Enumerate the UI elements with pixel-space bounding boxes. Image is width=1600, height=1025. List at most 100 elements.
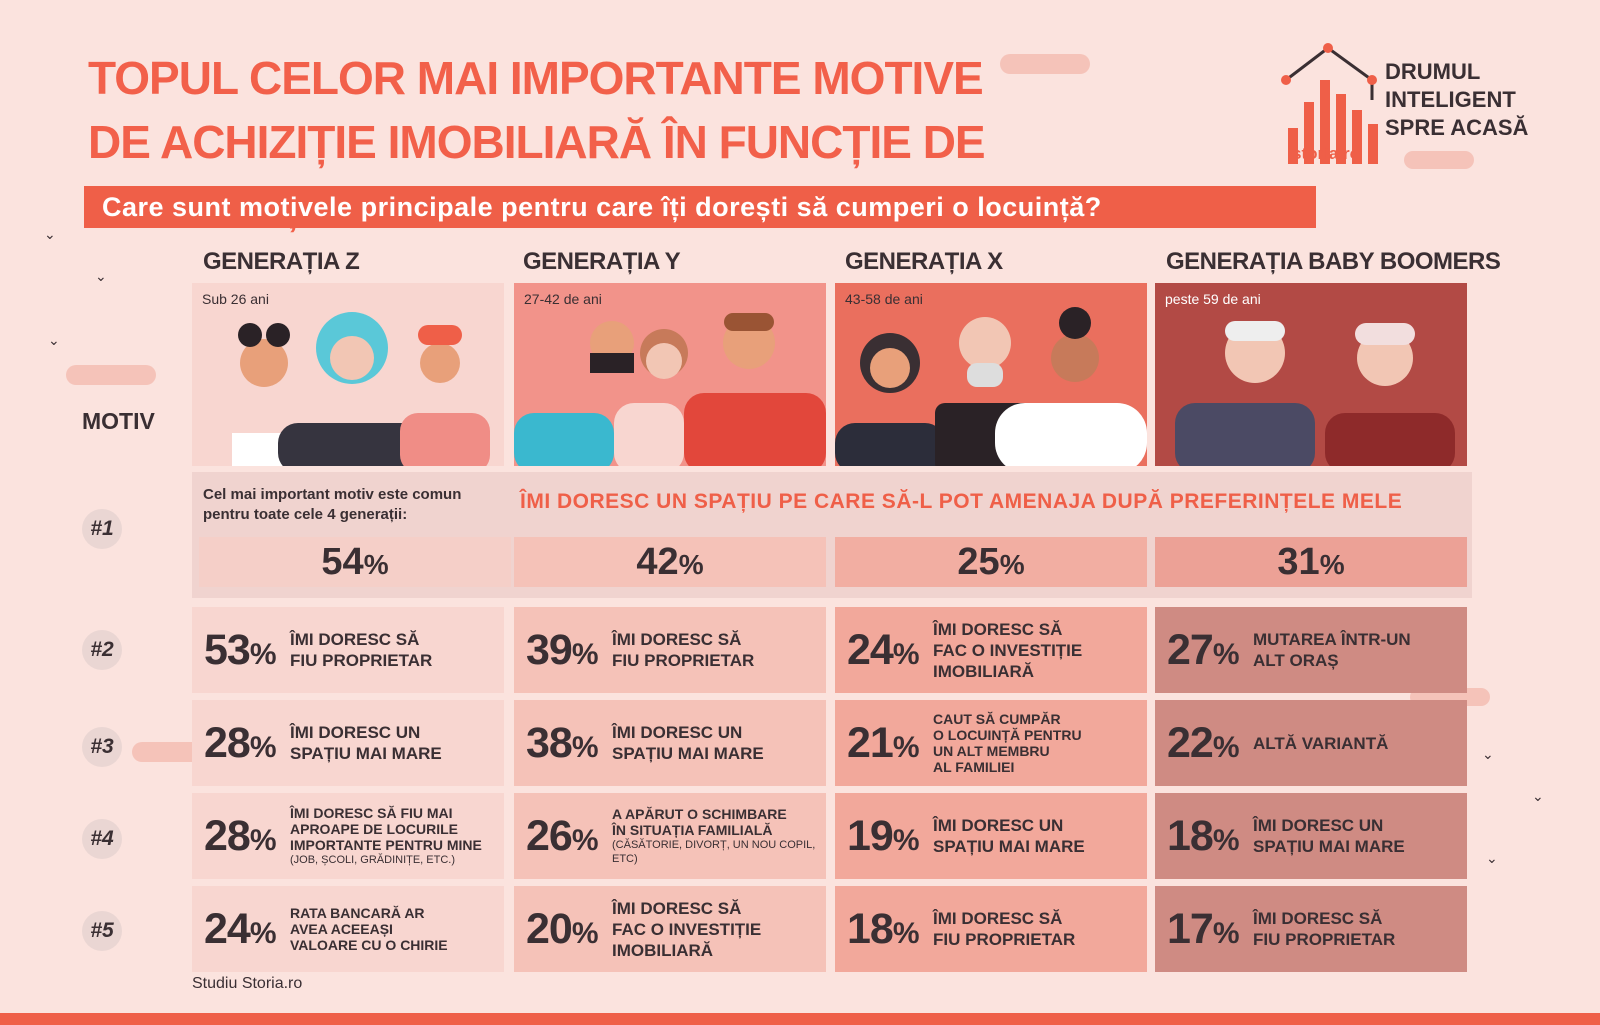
rank-badge-5: #5: [82, 911, 122, 951]
percent-symbol: %: [892, 731, 920, 764]
generation-z-illustration: Sub 26 ani: [192, 283, 504, 466]
motive-text: ÎMI DORESC SĂ FAC O INVESTIȚIE IMOBILIARĂ: [933, 607, 1143, 693]
percent-number: 22: [1167, 719, 1214, 767]
percent-number: 26: [526, 812, 573, 860]
logo-line: DRUMUL: [1385, 59, 1481, 84]
percent-symbol: %: [249, 824, 277, 857]
percent-symbol: %: [571, 638, 599, 671]
motive-text: MUTAREA ÎNTR-UN ALT ORAȘ: [1253, 607, 1463, 693]
rank1-value-gen-y: 42%: [514, 537, 826, 587]
motive-line: AVEA ACEEAȘI: [290, 921, 393, 937]
motive-text: CAUT SĂ CUMPĂR O LOCUINȚĂ PENTRU UN ALT ME…: [933, 700, 1143, 786]
motive-line: FIU PROPRIETAR: [1253, 930, 1396, 949]
percent-number: 28: [204, 812, 251, 860]
percent-value: 28%: [204, 700, 277, 786]
logo-line: INTELIGENT: [1385, 87, 1516, 112]
age-range: peste 59 de ani: [1165, 291, 1261, 307]
motive-cell: 38% ÎMI DORESC UN SPAȚIU MAI MARE: [514, 700, 826, 786]
percent-symbol: %: [571, 917, 599, 950]
cloud-decoration: [1000, 54, 1090, 74]
motive-text: ALTĂ VARIANTĂ: [1253, 700, 1463, 786]
motive-line: FIU PROPRIETAR: [612, 651, 755, 670]
motive-line: ALTĂ VARIANTĂ: [1253, 733, 1389, 753]
motive-text: ÎMI DORESC SĂ FIU PROPRIETAR: [612, 607, 822, 693]
motive-line: ÎMI DORESC SĂ: [933, 619, 1063, 639]
motive-line: IMOBILIARĂ: [612, 940, 714, 960]
generation-title: GENERAȚIA X: [845, 248, 1003, 275]
generation-title: GENERAȚIA Z: [203, 248, 360, 275]
percent-number: 21: [847, 719, 894, 767]
motive-text: ÎMI DORESC UN SPAȚIU MAI MARE: [290, 700, 500, 786]
percent-symbol: %: [1212, 731, 1240, 764]
rank1-value-gen-x: 25%: [835, 537, 1147, 587]
percent-number: 28: [204, 719, 251, 767]
motive-line: ÎMI DORESC SĂ: [933, 909, 1063, 928]
motive-cell: 18% ÎMI DORESC UN SPAȚIU MAI MARE: [1155, 793, 1467, 879]
percent-symbol: %: [571, 731, 599, 764]
motive-line: SPAȚIU MAI MARE: [290, 744, 442, 763]
people-illustration: [835, 307, 1147, 466]
percent-value: 19%: [847, 793, 920, 879]
percent-value: 27%: [1167, 607, 1240, 693]
motive-cell: 22% ALTĂ VARIANTĂ: [1155, 700, 1467, 786]
motive-line: SPAȚIU MAI MARE: [1253, 837, 1405, 856]
motive-line: A APĂRUT O SCHIMBARE: [612, 806, 787, 822]
chevron-down-icon: ⌄: [95, 268, 107, 284]
motive-note: (CĂSĂTORIE, DIVORȚ, UN NOU COPIL, ETC): [612, 839, 816, 865]
percent-value: 26%: [526, 793, 599, 879]
percent-symbol: %: [363, 549, 389, 580]
percent-value: 54: [321, 541, 364, 583]
motive-cell: 18% ÎMI DORESC SĂ FIU PROPRIETAR: [835, 886, 1147, 972]
percent-number: 53: [204, 626, 251, 674]
motive-line: FIU PROPRIETAR: [933, 930, 1076, 949]
percent-number: 39: [526, 626, 573, 674]
motive-cell: 17% ÎMI DORESC SĂ FIU PROPRIETAR: [1155, 886, 1467, 972]
motive-text: A APĂRUT O SCHIMBARE ÎN SITUAȚIA FAMILIAL…: [612, 793, 822, 879]
percent-value: 18%: [1167, 793, 1240, 879]
motive-line: O LOCUINȚĂ PENTRU: [933, 727, 1082, 743]
logo-slogan: DRUMUL INTELIGENT SPRE ACASĂ: [1385, 58, 1528, 142]
motive-line: UN ALT MEMBRU: [933, 743, 1050, 759]
motive-line: CAUT SĂ CUMPĂR: [933, 711, 1061, 727]
percent-symbol: %: [892, 824, 920, 857]
motive-line: ÎMI DORESC SĂ FIU MAI: [290, 805, 453, 821]
top-motive-text: ÎMI DORESC UN SPAȚIU PE CARE SĂ-L POT AM…: [520, 490, 1403, 513]
percent-value: 28%: [204, 793, 277, 879]
chevron-down-icon: ⌄: [1532, 788, 1544, 804]
bottom-band: [0, 1013, 1600, 1025]
percent-value: 31: [1277, 541, 1320, 583]
motive-cell: 20% ÎMI DORESC SĂ FAC O INVESTIȚIE IMOBILIA…: [514, 886, 826, 972]
percent-value: 25: [957, 541, 1000, 583]
motive-text: ÎMI DORESC SĂ FIU PROPRIETAR: [1253, 886, 1463, 972]
motiv-label: MOTIV: [82, 408, 155, 434]
percent-value: 18%: [847, 886, 920, 972]
generation-title: GENERAȚIA Y: [523, 248, 681, 275]
people-illustration: [1175, 321, 1455, 466]
motive-line: ÎMI DORESC UN: [1253, 816, 1384, 835]
percent-number: 18: [1167, 812, 1214, 860]
logo-brand: storia.ro: [1292, 144, 1361, 163]
percent-symbol: %: [892, 917, 920, 950]
percent-number: 20: [526, 905, 573, 953]
motive-note: (JOB, ȘCOLI, GRĂDINIȚE, ETC.): [290, 854, 456, 866]
generation-x-illustration: 43-58 de ani: [835, 283, 1147, 466]
rank1-value-gen-bb: 31%: [1155, 537, 1467, 587]
rank-badge-2: #2: [82, 630, 122, 670]
page-title: Topul celor mai importante motive de ach…: [88, 52, 986, 232]
percent-value: 21%: [847, 700, 920, 786]
percent-value: 42: [636, 541, 679, 583]
motive-line: ALT ORAȘ: [1253, 651, 1339, 670]
percent-symbol: %: [892, 638, 920, 671]
motive-text: ÎMI DORESC SĂ FIU PROPRIETAR: [290, 607, 500, 693]
percent-number: 24: [847, 626, 894, 674]
percent-symbol: %: [249, 731, 277, 764]
age-range: 43-58 de ani: [845, 291, 923, 307]
motive-line: AL FAMILIEI: [933, 759, 1015, 775]
rank-badge-3: #3: [82, 727, 122, 767]
percent-value: 20%: [526, 886, 599, 972]
chevron-down-icon: ⌄: [48, 332, 60, 348]
percent-symbol: %: [1212, 824, 1240, 857]
motive-cell: 24% ÎMI DORESC SĂ FAC O INVESTIȚIE IMOBILIA…: [835, 607, 1147, 693]
percent-value: 17%: [1167, 886, 1240, 972]
motive-line: ÎMI DORESC UN: [290, 723, 421, 742]
